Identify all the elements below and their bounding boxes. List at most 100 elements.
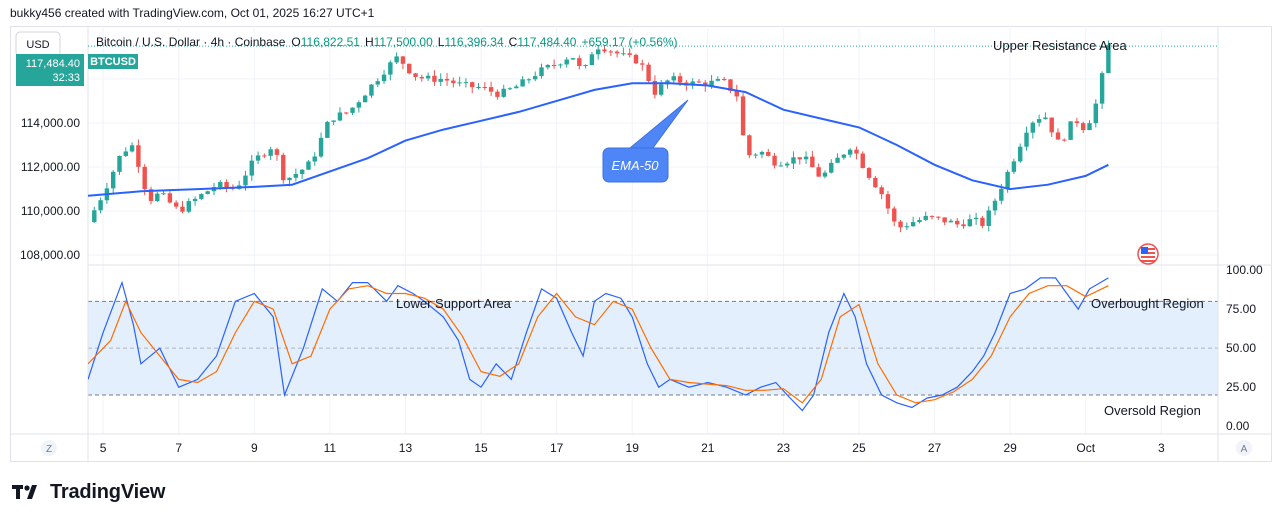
candle-body xyxy=(1068,121,1073,140)
overbought-annotation[interactable]: Overbought Region xyxy=(1091,296,1204,311)
candle-body xyxy=(1043,117,1048,120)
candle xyxy=(740,93,746,136)
candle xyxy=(602,46,607,54)
close-value: 117,484.40 xyxy=(517,35,576,49)
candle xyxy=(268,146,273,161)
candle-body xyxy=(1030,122,1036,133)
candle-body xyxy=(1074,121,1080,124)
candle xyxy=(558,63,563,69)
time-tick-label: 5 xyxy=(100,441,107,455)
candle xyxy=(476,82,481,90)
candle-body xyxy=(564,59,569,65)
candle-body xyxy=(696,81,702,83)
candle-body xyxy=(495,91,500,97)
candle xyxy=(400,55,406,70)
candle xyxy=(1093,99,1099,128)
oversold-annotation[interactable]: Oversold Region xyxy=(1104,403,1201,418)
candle-body xyxy=(980,217,985,226)
candle-body xyxy=(1087,123,1092,131)
candle-body xyxy=(955,220,960,225)
oscillator-grid xyxy=(88,300,1218,396)
candle xyxy=(570,57,576,60)
candle xyxy=(948,218,954,223)
price-tick-label: 112,000.00 xyxy=(21,160,80,174)
candle xyxy=(608,49,614,57)
candle xyxy=(866,167,872,180)
candle xyxy=(854,146,859,160)
candle xyxy=(973,212,979,225)
candle xyxy=(917,217,922,224)
candle-body xyxy=(1005,171,1010,189)
candlestick-series[interactable] xyxy=(92,40,1111,233)
auto-scale-button[interactable] xyxy=(1236,440,1252,456)
candle-body xyxy=(299,169,305,174)
candle xyxy=(1068,121,1073,141)
stochastic-d-line[interactable] xyxy=(88,285,1109,404)
candle xyxy=(224,179,229,193)
candle-body xyxy=(747,135,752,156)
candle-body xyxy=(577,58,582,67)
candle-body xyxy=(703,82,708,87)
candle-body xyxy=(829,162,834,173)
countdown-label: 32:33 xyxy=(52,72,80,84)
candle-body xyxy=(425,75,431,79)
candle xyxy=(470,81,475,94)
ema-callout[interactable]: EMA-50 xyxy=(602,99,689,183)
candle xyxy=(614,50,620,58)
candle-body xyxy=(199,194,204,199)
lower-support-annotation[interactable]: Lower Support Area xyxy=(396,296,512,311)
us-flag-icon[interactable] xyxy=(1137,243,1159,265)
candle-body xyxy=(866,168,872,178)
candle xyxy=(980,215,985,229)
candle xyxy=(136,139,141,173)
candle-body xyxy=(318,137,324,157)
stochastic-k-line[interactable] xyxy=(88,277,1109,412)
candle xyxy=(123,147,128,157)
candle xyxy=(646,62,651,83)
price-tick-label: 114,000.00 xyxy=(21,116,80,130)
candle xyxy=(501,84,506,98)
candle xyxy=(772,152,777,169)
candle xyxy=(583,64,588,69)
candle-body xyxy=(142,166,147,190)
candle-body xyxy=(791,157,796,164)
candle xyxy=(148,186,154,205)
upper-resistance-annotation[interactable]: Upper Resistance Area xyxy=(993,38,1127,53)
oscillator-tick-label: 25.00 xyxy=(1226,380,1256,394)
candle-body xyxy=(589,54,595,66)
candle-body xyxy=(885,194,891,209)
time-axis-labels: 5 7 9 11 13 15 17 19 21 23 25 27 29 Oct 3 xyxy=(100,441,1165,455)
candle-body xyxy=(155,193,160,202)
candle xyxy=(249,154,254,181)
candle xyxy=(463,78,469,88)
candle-body xyxy=(822,172,828,177)
candle-body xyxy=(583,65,588,67)
candle xyxy=(155,191,160,203)
candle-body xyxy=(803,156,809,160)
candle-body xyxy=(268,149,273,156)
candle-body xyxy=(728,79,733,91)
candle-body xyxy=(986,210,991,226)
ema-50-line[interactable] xyxy=(88,82,1109,197)
candle-body xyxy=(344,112,349,114)
candle-body xyxy=(394,56,399,63)
candle-body xyxy=(602,49,607,52)
tradingview-logo[interactable]: TradingView xyxy=(12,480,165,504)
candle-body xyxy=(759,151,765,155)
candle xyxy=(633,53,639,65)
candle-body xyxy=(1018,146,1023,162)
candle xyxy=(766,148,771,157)
chart-canvas[interactable]: 108,000.00 110,000.00 112,000.00 114,000.00… xyxy=(10,26,1272,462)
candle xyxy=(344,112,349,115)
candle xyxy=(375,78,380,88)
candle-body xyxy=(847,149,853,155)
candle xyxy=(904,222,910,231)
candle xyxy=(117,155,122,175)
candle-body xyxy=(186,201,191,212)
candle xyxy=(753,153,758,159)
open-label: O xyxy=(291,35,300,49)
candle-body xyxy=(879,187,884,195)
candle xyxy=(721,76,727,81)
timezone-button[interactable] xyxy=(41,440,57,456)
candle-body xyxy=(173,202,179,207)
